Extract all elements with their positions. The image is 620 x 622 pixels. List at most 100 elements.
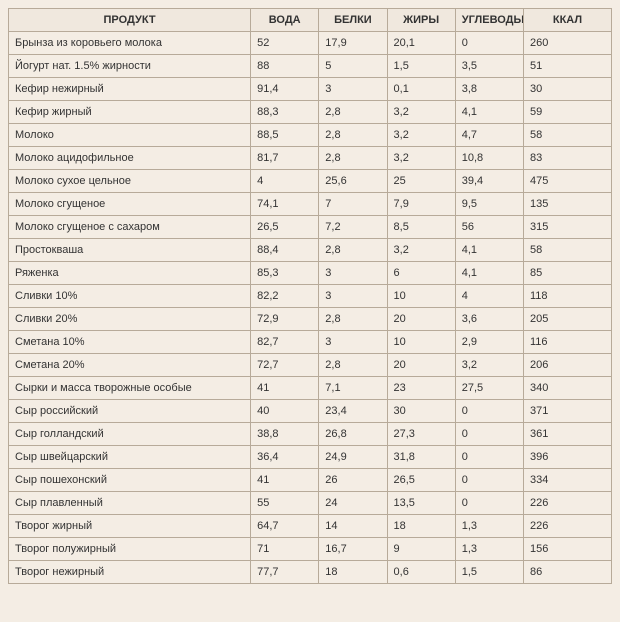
cell-value: 396 [523, 446, 611, 469]
table-row: Сыр голландский38,826,827,30361 [9, 423, 612, 446]
cell-value: 2,9 [455, 331, 523, 354]
table-row: Сыр плавленный552413,50226 [9, 492, 612, 515]
cell-value: 25,6 [319, 170, 387, 193]
cell-value: 13,5 [387, 492, 455, 515]
cell-value: 2,8 [319, 124, 387, 147]
cell-value: 3,8 [455, 78, 523, 101]
cell-value: 2,8 [319, 239, 387, 262]
table-row: Сыр российский4023,4300371 [9, 400, 612, 423]
cell-value: 9 [387, 538, 455, 561]
cell-value: 10,8 [455, 147, 523, 170]
cell-value: 226 [523, 515, 611, 538]
cell-value: 3 [319, 285, 387, 308]
cell-value: 83 [523, 147, 611, 170]
cell-product: Сыр пошехонский [9, 469, 251, 492]
cell-value: 23,4 [319, 400, 387, 423]
table-body: Брынза из коровьего молока5217,920,10260… [9, 32, 612, 584]
table-row: Кефир нежирный91,430,13,830 [9, 78, 612, 101]
table-row: Кефир жирный88,32,83,24,159 [9, 101, 612, 124]
cell-value: 3,5 [455, 55, 523, 78]
cell-value: 86 [523, 561, 611, 584]
cell-value: 226 [523, 492, 611, 515]
cell-value: 72,7 [251, 354, 319, 377]
cell-value: 116 [523, 331, 611, 354]
cell-value: 0 [455, 400, 523, 423]
cell-value: 85 [523, 262, 611, 285]
cell-value: 9,5 [455, 193, 523, 216]
col-protein: БЕЛКИ [319, 9, 387, 32]
cell-value: 10 [387, 331, 455, 354]
cell-product: Сыр швейцарский [9, 446, 251, 469]
cell-value: 2,8 [319, 354, 387, 377]
cell-value: 16,7 [319, 538, 387, 561]
cell-value: 74,1 [251, 193, 319, 216]
cell-value: 39,4 [455, 170, 523, 193]
cell-value: 4,1 [455, 262, 523, 285]
table-row: Молоко сгущеное с сахаром26,57,28,556315 [9, 216, 612, 239]
cell-value: 88 [251, 55, 319, 78]
cell-value: 88,4 [251, 239, 319, 262]
cell-value: 0 [455, 446, 523, 469]
cell-value: 315 [523, 216, 611, 239]
cell-product: Молоко сухое цельное [9, 170, 251, 193]
cell-value: 6 [387, 262, 455, 285]
cell-value: 205 [523, 308, 611, 331]
cell-value: 371 [523, 400, 611, 423]
cell-value: 82,7 [251, 331, 319, 354]
cell-value: 71 [251, 538, 319, 561]
cell-product: Молоко ацидофильное [9, 147, 251, 170]
cell-value: 24 [319, 492, 387, 515]
cell-value: 206 [523, 354, 611, 377]
cell-value: 31,8 [387, 446, 455, 469]
cell-value: 30 [523, 78, 611, 101]
cell-product: Сливки 20% [9, 308, 251, 331]
cell-value: 20 [387, 354, 455, 377]
cell-value: 41 [251, 469, 319, 492]
cell-product: Кефир нежирный [9, 78, 251, 101]
cell-value: 0 [455, 423, 523, 446]
cell-value: 3 [319, 331, 387, 354]
table-row: Молоко ацидофильное81,72,83,210,883 [9, 147, 612, 170]
cell-value: 26,8 [319, 423, 387, 446]
table-row: Сливки 20%72,92,8203,6205 [9, 308, 612, 331]
cell-value: 7 [319, 193, 387, 216]
cell-value: 7,1 [319, 377, 387, 400]
cell-product: Сметана 10% [9, 331, 251, 354]
table-row: Сырки и масса творожные особые417,12327,… [9, 377, 612, 400]
cell-value: 64,7 [251, 515, 319, 538]
table-row: Молоко88,52,83,24,758 [9, 124, 612, 147]
cell-value: 4,7 [455, 124, 523, 147]
cell-product: Сыр голландский [9, 423, 251, 446]
cell-value: 58 [523, 239, 611, 262]
cell-value: 3 [319, 78, 387, 101]
cell-value: 27,5 [455, 377, 523, 400]
cell-product: Творог жирный [9, 515, 251, 538]
cell-product: Молоко сгущеное с сахаром [9, 216, 251, 239]
cell-value: 77,7 [251, 561, 319, 584]
col-water: ВОДА [251, 9, 319, 32]
cell-product: Кефир жирный [9, 101, 251, 124]
cell-value: 3,2 [387, 147, 455, 170]
cell-value: 7,9 [387, 193, 455, 216]
cell-value: 55 [251, 492, 319, 515]
cell-product: Брынза из коровьего молока [9, 32, 251, 55]
cell-value: 88,5 [251, 124, 319, 147]
cell-value: 40 [251, 400, 319, 423]
cell-value: 18 [319, 561, 387, 584]
cell-value: 56 [455, 216, 523, 239]
cell-value: 72,9 [251, 308, 319, 331]
cell-value: 18 [387, 515, 455, 538]
cell-value: 7,2 [319, 216, 387, 239]
cell-value: 1,5 [455, 561, 523, 584]
col-product: ПРОДУКТ [9, 9, 251, 32]
cell-product: Йогурт нат. 1.5% жирности [9, 55, 251, 78]
cell-value: 3,2 [387, 101, 455, 124]
cell-product: Сыр плавленный [9, 492, 251, 515]
cell-value: 3,6 [455, 308, 523, 331]
cell-value: 0 [455, 492, 523, 515]
cell-value: 475 [523, 170, 611, 193]
cell-value: 0,6 [387, 561, 455, 584]
cell-value: 340 [523, 377, 611, 400]
cell-product: Творог нежирный [9, 561, 251, 584]
table-row: Сыр швейцарский36,424,931,80396 [9, 446, 612, 469]
